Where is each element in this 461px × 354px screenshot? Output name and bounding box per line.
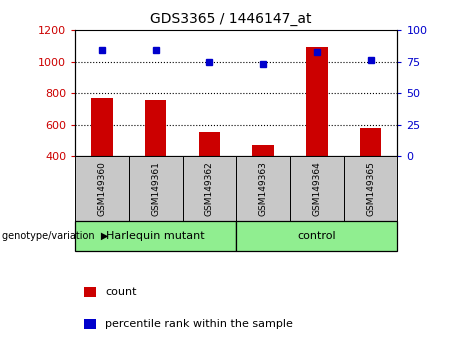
Text: GSM149360: GSM149360 xyxy=(97,161,106,216)
Text: genotype/variation  ▶: genotype/variation ▶ xyxy=(2,231,109,241)
Text: GSM149365: GSM149365 xyxy=(366,161,375,216)
Text: control: control xyxy=(297,231,336,241)
Bar xyxy=(91,98,113,156)
Bar xyxy=(199,132,220,156)
Bar xyxy=(145,101,166,156)
Bar xyxy=(252,145,274,156)
Text: percentile rank within the sample: percentile rank within the sample xyxy=(105,319,293,329)
Text: GSM149363: GSM149363 xyxy=(259,161,268,216)
Text: count: count xyxy=(105,287,136,297)
Text: Harlequin mutant: Harlequin mutant xyxy=(106,231,205,241)
Text: GSM149364: GSM149364 xyxy=(312,161,321,216)
Bar xyxy=(306,47,328,156)
Text: GDS3365 / 1446147_at: GDS3365 / 1446147_at xyxy=(150,12,311,27)
Bar xyxy=(360,129,381,156)
Text: GSM149362: GSM149362 xyxy=(205,161,214,216)
Text: GSM149361: GSM149361 xyxy=(151,161,160,216)
